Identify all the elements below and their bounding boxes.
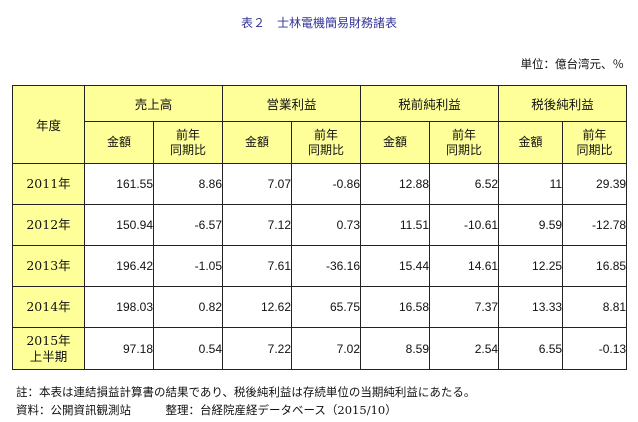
yoy-header-line1: 前年 <box>176 127 201 142</box>
value-cell: 8.86 <box>152 163 224 205</box>
value-cell: 8.81 <box>562 286 628 328</box>
yoy-header: 前年 同期比 <box>562 121 628 164</box>
yoy-header-line2: 同期比 <box>576 142 613 157</box>
financial-table: 年度 売上高 営業利益 税前純利益 税後純利益 金額 前年 同期比 金額 前年 同期… <box>12 85 628 370</box>
yoy-header-line2: 同期比 <box>308 142 345 157</box>
group-header-operating-profit: 営業利益 <box>222 85 362 122</box>
value-cell: -6.57 <box>152 204 224 246</box>
value-cell: 15.44 <box>360 245 431 287</box>
value-cell: 16.58 <box>360 286 431 328</box>
yoy-header-line1: 前年 <box>314 127 339 142</box>
value-cell: 0.54 <box>152 327 224 370</box>
value-cell: 14.61 <box>429 245 500 287</box>
table-title: 表２ 士林電機簡易財務諸表 <box>240 16 397 30</box>
value-cell: 97.18 <box>84 327 154 370</box>
value-cell: 7.02 <box>291 327 362 370</box>
group-header-pretax-profit: 税前純利益 <box>360 85 500 122</box>
amount-header: 金額 <box>222 121 293 164</box>
year-label: 2012年 <box>26 217 71 232</box>
value-cell: 0.73 <box>291 204 362 246</box>
value-cell: -0.86 <box>291 163 362 205</box>
group-header-net-profit: 税後純利益 <box>498 85 628 122</box>
table-row: 2013年 196.42 -1.05 7.61 -36.16 15.44 14.… <box>12 245 628 287</box>
value-cell: 13.33 <box>498 286 564 328</box>
source-note: 資料：公開資訊観測站 整理：台経院産経データベース（2015/10） <box>16 403 397 417</box>
value-cell: -10.61 <box>429 204 500 246</box>
subheader-row: 金額 前年 同期比 金額 前年 同期比 金額 前年 同期比 金額 前年 同期比 <box>13 121 628 164</box>
year-cell: 2014年 <box>12 286 85 328</box>
unit-label: 単位：億台湾元、％ <box>520 57 625 71</box>
table-row: 2014年 198.03 0.82 12.62 65.75 16.58 7.37… <box>12 286 628 328</box>
value-cell: 11 <box>498 163 564 205</box>
value-cell: 65.75 <box>291 286 362 328</box>
value-cell: 12.25 <box>498 245 564 287</box>
year-cell: 2015年 上半期 <box>12 327 85 370</box>
value-cell: 6.55 <box>498 327 564 370</box>
yoy-header: 前年 同期比 <box>429 121 500 164</box>
value-cell: 150.94 <box>84 204 154 246</box>
value-cell: -0.13 <box>562 327 628 370</box>
value-cell: -1.05 <box>152 245 224 287</box>
value-cell: 7.61 <box>222 245 293 287</box>
value-cell: 11.51 <box>360 204 431 246</box>
footnote: 註：本表は連結損益計算書の結果であり、税後純利益は存続単位の当期純利益にあたる。 <box>16 385 476 399</box>
year-header: 年度 <box>12 85 85 164</box>
value-cell: 161.55 <box>84 163 154 205</box>
amount-header: 金額 <box>498 121 564 164</box>
value-cell: 12.62 <box>222 286 293 328</box>
value-cell: 6.52 <box>429 163 500 205</box>
value-cell: -36.16 <box>291 245 362 287</box>
year-label-line2: 上半期 <box>29 348 68 364</box>
value-cell: 7.07 <box>222 163 293 205</box>
year-label: 2015年 <box>26 332 71 348</box>
year-label: 2013年 <box>26 258 71 273</box>
year-cell: 2012年 <box>12 204 85 246</box>
value-cell: 16.85 <box>562 245 628 287</box>
value-cell: 8.59 <box>360 327 431 370</box>
yoy-header-line1: 前年 <box>452 127 477 142</box>
amount-header: 金額 <box>360 121 431 164</box>
value-cell: 7.22 <box>222 327 293 370</box>
value-cell: -12.78 <box>562 204 628 246</box>
yoy-header-line2: 同期比 <box>446 142 483 157</box>
year-cell: 2011年 <box>12 163 85 205</box>
amount-header: 金額 <box>84 121 154 164</box>
group-header-revenue: 売上高 <box>83 85 224 122</box>
value-cell: 7.37 <box>429 286 500 328</box>
value-cell: 7.12 <box>222 204 293 246</box>
value-cell: 29.39 <box>562 163 628 205</box>
year-label: 2011年 <box>26 176 71 191</box>
yoy-header-line2: 同期比 <box>170 142 207 157</box>
yoy-header: 前年 同期比 <box>291 121 362 164</box>
value-cell: 9.59 <box>498 204 564 246</box>
yoy-header-line1: 前年 <box>582 127 607 142</box>
value-cell: 12.88 <box>360 163 431 205</box>
table-row: 2011年 161.55 8.86 7.07 -0.86 12.88 6.52 … <box>12 163 628 205</box>
table-row: 2012年 150.94 -6.57 7.12 0.73 11.51 -10.6… <box>12 204 628 246</box>
yoy-header: 前年 同期比 <box>152 121 224 164</box>
value-cell: 0.82 <box>152 286 224 328</box>
table-row: 2015年 上半期 97.18 0.54 7.22 7.02 8.59 2.54 … <box>12 327 628 370</box>
value-cell: 196.42 <box>84 245 154 287</box>
value-cell: 198.03 <box>84 286 154 328</box>
year-label: 2014年 <box>26 299 71 314</box>
year-cell: 2013年 <box>12 245 85 287</box>
value-cell: 2.54 <box>429 327 500 370</box>
